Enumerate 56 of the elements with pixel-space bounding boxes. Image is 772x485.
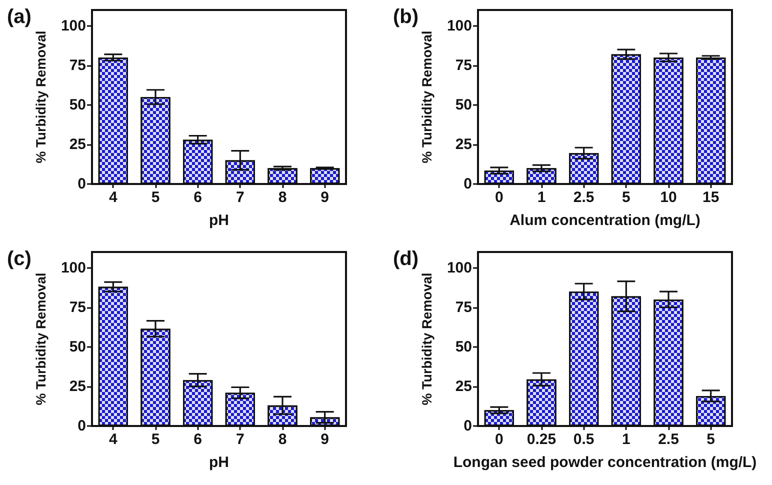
x-tick-label: 2.5 [658, 431, 679, 448]
y-tick-label: 25 [69, 136, 86, 153]
y-tick-label: 75 [455, 56, 472, 74]
x-tick-label: 5 [151, 431, 160, 448]
x-tick-label: 4 [108, 431, 118, 448]
y-axis-title: % Turbidity Removal [34, 272, 48, 406]
y-tick-label: 100 [60, 17, 86, 34]
y-tick-label: 50 [69, 338, 86, 356]
x-tick-label: 9 [320, 431, 330, 448]
y-tick-label: 0 [78, 418, 86, 434]
chart-title: (d) [393, 248, 419, 270]
x-tick-label: 8 [278, 189, 287, 206]
x-axis-title: Longan seed powder concentration (mg/L) [453, 454, 757, 471]
x-tick-label: 0 [494, 189, 504, 206]
chart-title: (c) [7, 248, 32, 270]
x-tick-label: 5 [706, 431, 716, 448]
y-tick-label: 75 [455, 298, 472, 316]
x-tick-label: 10 [660, 189, 677, 206]
y-axis-title: % Turbidity Removal [34, 30, 48, 164]
y-tick-label: 75 [69, 298, 86, 316]
x-tick-label: 0.5 [573, 431, 594, 448]
x-tick-label: 6 [194, 431, 202, 448]
y-tick-label: 100 [60, 259, 86, 276]
y-tick-label: 25 [455, 378, 472, 395]
x-tick-label: 1 [537, 189, 546, 206]
y-tick-label: 50 [455, 338, 472, 356]
y-tick-label: 50 [455, 96, 472, 114]
x-tick-label: 7 [236, 189, 244, 206]
x-tick-label: 5 [151, 189, 160, 206]
y-tick-label: 25 [455, 136, 472, 153]
x-tick-label: 0.25 [526, 431, 556, 448]
x-tick-label: 4 [108, 189, 118, 206]
x-axis-title: pH [209, 212, 229, 229]
y-tick-label: 100 [446, 259, 472, 276]
y-axis-title: % Turbidity Removal [420, 272, 434, 406]
x-tick-label: 8 [278, 431, 287, 448]
chart-title: (b) [393, 6, 419, 28]
y-axis-title: % Turbidity Removal [420, 30, 434, 164]
x-axis-title: Alum concentration (mg/L) [510, 212, 700, 229]
x-tick-label: 15 [702, 189, 720, 206]
y-tick-label: 75 [69, 56, 86, 74]
x-tick-label: 2.5 [573, 189, 594, 206]
x-axis-title: pH [209, 454, 229, 471]
x-tick-label: 0 [494, 431, 504, 448]
x-tick-label: 5 [622, 189, 630, 206]
x-tick-label: 9 [320, 189, 330, 206]
x-tick-label: 6 [194, 189, 202, 206]
y-tick-label: 0 [464, 418, 472, 434]
x-tick-label: 7 [236, 431, 244, 448]
chart-title: (a) [7, 6, 32, 28]
y-tick-label: 100 [446, 17, 472, 34]
y-tick-label: 50 [69, 96, 86, 114]
y-tick-label: 25 [69, 378, 86, 395]
y-tick-label: 0 [78, 176, 86, 192]
x-tick-label: 1 [622, 431, 630, 448]
y-tick-label: 0 [464, 176, 472, 192]
